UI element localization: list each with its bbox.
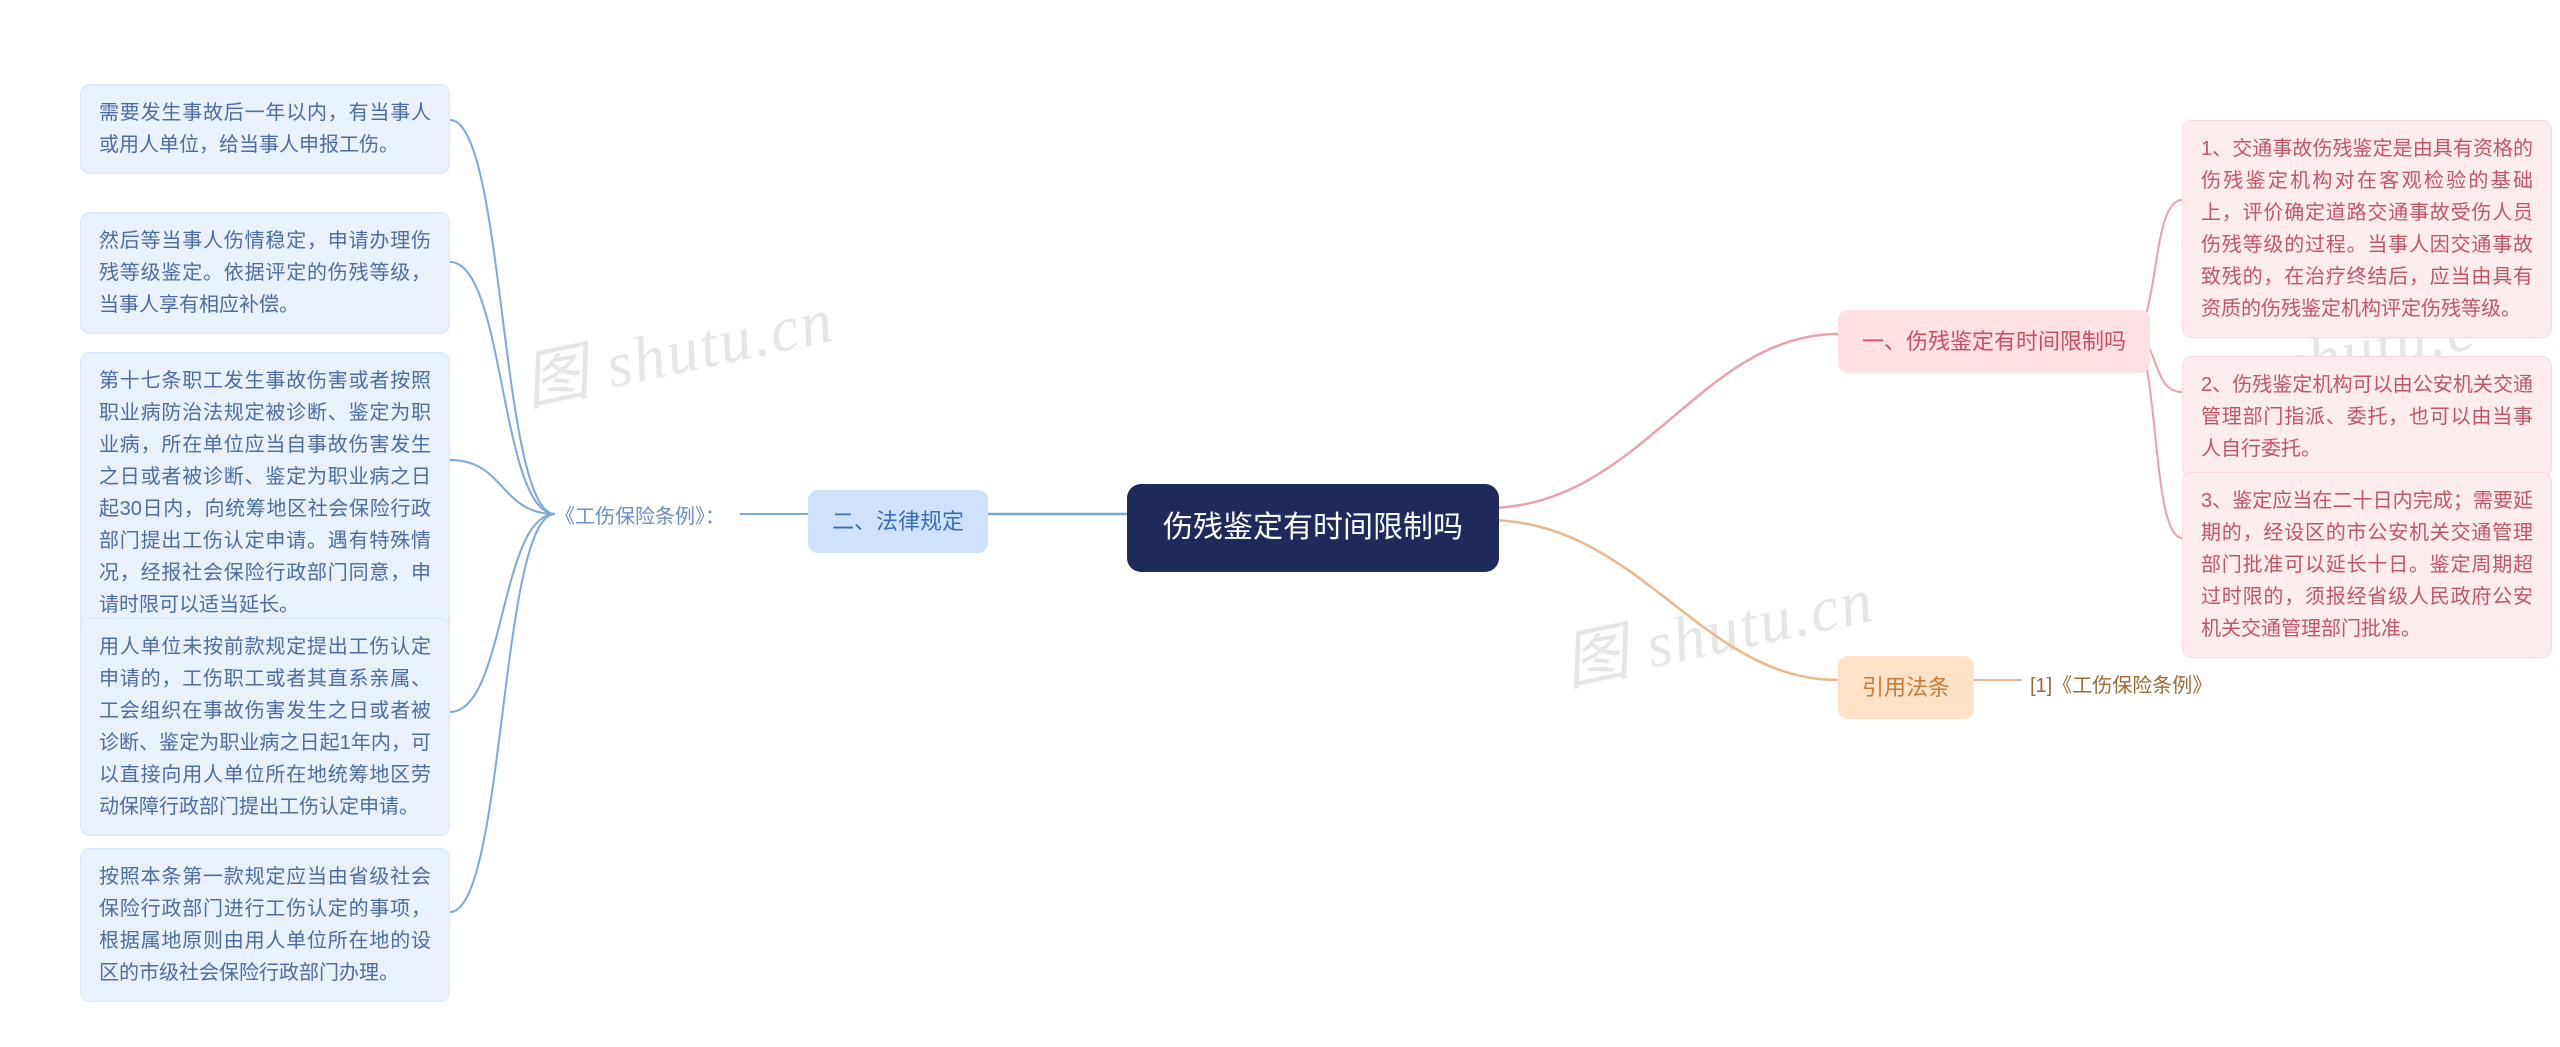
left-leaf-5: 按照本条第一款规定应当由省级社会保险行政部门进行工伤认定的事项，根据属地原则由用… [80, 848, 450, 1002]
right-top-leaf-3: 3、鉴定应当在二十日内完成；需要延期的，经设区的市公安机关交通管理部门批准可以延… [2182, 472, 2552, 658]
left-leaf-1: 需要发生事故后一年以内，有当事人或用人单位，给当事人申报工伤。 [80, 84, 450, 174]
right-top-branch-node: 一、伤残鉴定有时间限制吗 [1838, 310, 2150, 373]
left-leaf-4: 用人单位未按前款规定提出工伤认定申请的，工伤职工或者其直系亲属、工会组织在事故伤… [80, 618, 450, 836]
right-bottom-branch-node: 引用法条 [1838, 656, 1974, 719]
left-leaf-3: 第十七条职工发生事故伤害或者按照职业病防治法规定被诊断、鉴定为职业病，所在单位应… [80, 352, 450, 634]
watermark: 图 shutu.cn [514, 268, 841, 424]
left-leaf-2: 然后等当事人伤情稳定，申请办理伤残等级鉴定。依据评定的伤残等级，当事人享有相应补… [80, 212, 450, 334]
right-bottom-leaf: [1]《工伤保险条例》 [2022, 666, 2220, 706]
right-top-leaf-1: 1、交通事故伤残鉴定是由具有资格的伤残鉴定机构对在客观检验的基础上，评价确定道路… [2182, 120, 2552, 338]
watermark: 图 shutu.cn [1554, 548, 1881, 704]
left-sub-label: 《工伤保险条例》： [555, 500, 725, 529]
center-node: 伤残鉴定有时间限制吗 [1127, 484, 1499, 572]
left-branch-node: 二、法律规定 [808, 490, 988, 553]
right-top-leaf-2: 2、伤残鉴定机构可以由公安机关交通管理部门指派、委托，也可以由当事人自行委托。 [2182, 356, 2552, 478]
